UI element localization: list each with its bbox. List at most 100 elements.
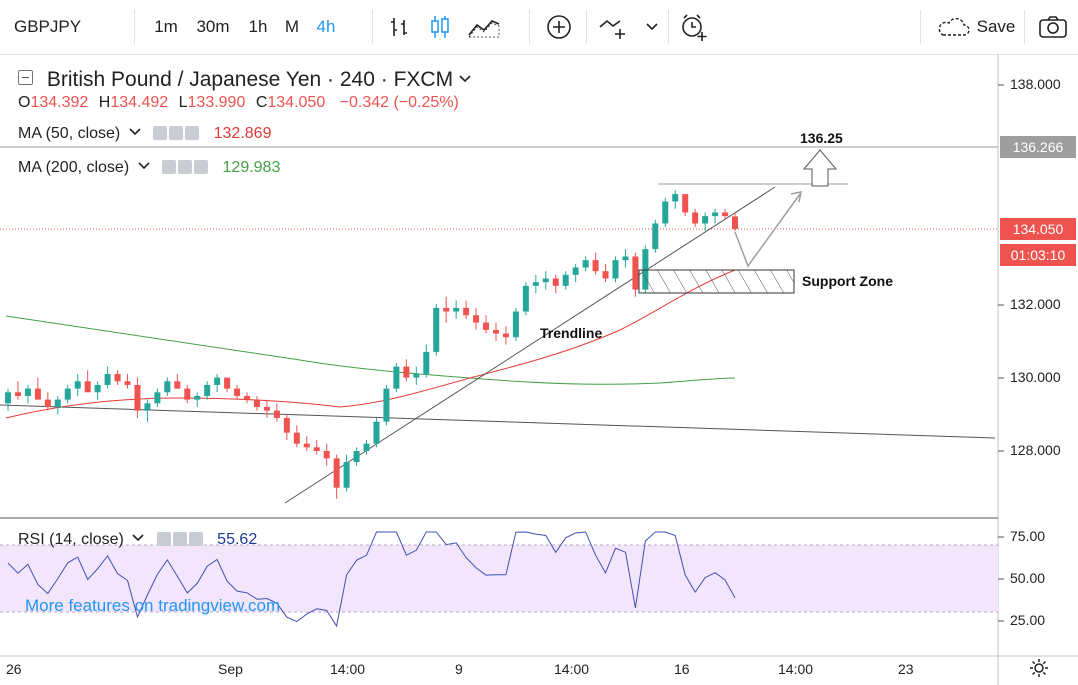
candle-body[interactable]	[592, 260, 599, 272]
symbol-title[interactable]: British Pound / Japanese Yen · 240 · FXC…	[46, 68, 454, 91]
candle-body[interactable]	[194, 395, 201, 400]
chevron-down-icon[interactable]	[138, 162, 150, 170]
candle-body[interactable]	[522, 285, 529, 312]
candle-body[interactable]	[463, 307, 470, 316]
candle-body[interactable]	[443, 307, 450, 312]
target-label[interactable]: 136.25	[800, 130, 843, 146]
compare-icon[interactable]	[596, 0, 632, 54]
candle-body[interactable]	[722, 212, 729, 217]
candle-body[interactable]	[483, 322, 490, 330]
candle-body[interactable]	[333, 458, 340, 488]
candle-body[interactable]	[353, 451, 360, 463]
candle-body[interactable]	[244, 395, 251, 400]
interval-1h-button[interactable]: 1h	[248, 17, 268, 36]
candle-body[interactable]	[104, 373, 111, 385]
close-icon[interactable]	[185, 126, 200, 140]
candle-body[interactable]	[114, 373, 121, 382]
symbol-button[interactable]: GBPJPY	[14, 17, 82, 36]
candle-body[interactable]	[134, 384, 141, 411]
candle-body[interactable]	[54, 399, 61, 407]
candle-body[interactable]	[74, 381, 81, 389]
candle-body[interactable]	[84, 381, 91, 393]
eye-icon[interactable]	[153, 126, 168, 140]
chevron-down-icon[interactable]	[129, 128, 141, 136]
candle-body[interactable]	[224, 377, 231, 389]
candle-body[interactable]	[473, 315, 480, 323]
candle-body[interactable]	[174, 381, 181, 389]
candle-body[interactable]	[373, 421, 380, 444]
candle-body[interactable]	[632, 256, 639, 290]
candle-body[interactable]	[433, 307, 440, 352]
interval-30m-button[interactable]: 30m	[196, 17, 230, 36]
candle-body[interactable]	[383, 388, 390, 422]
close-icon[interactable]	[194, 160, 209, 174]
candle-body[interactable]	[732, 216, 738, 229]
candle-body[interactable]	[542, 278, 549, 283]
area-chart-icon[interactable]	[464, 0, 504, 54]
candle-body[interactable]	[34, 388, 41, 400]
candle-body[interactable]	[313, 447, 320, 451]
ma200-legend[interactable]: MA (200, close) 129.983	[18, 159, 280, 177]
gear-icon[interactable]	[169, 126, 184, 140]
candle-body[interactable]	[532, 282, 539, 286]
candle-body[interactable]	[413, 373, 420, 378]
candle-body[interactable]	[612, 260, 619, 279]
candle-body[interactable]	[692, 212, 699, 224]
candle-body[interactable]	[652, 223, 659, 250]
candle-body[interactable]	[403, 366, 410, 378]
candle-body[interactable]	[273, 410, 280, 418]
candle-body[interactable]	[363, 443, 370, 451]
candle-body[interactable]	[712, 212, 719, 217]
alert-clock-icon[interactable]	[676, 0, 712, 54]
candle-body[interactable]	[502, 333, 509, 338]
candle-body[interactable]	[672, 194, 679, 202]
candle-body[interactable]	[5, 392, 11, 404]
eye-icon[interactable]	[156, 532, 171, 546]
chevron-down-icon[interactable]	[459, 75, 471, 83]
save-button[interactable]: Save	[930, 0, 1020, 54]
eye-icon[interactable]	[162, 160, 177, 174]
candle-body[interactable]	[582, 260, 589, 268]
candle-body[interactable]	[393, 366, 400, 389]
candle-body[interactable]	[572, 267, 579, 275]
candle-body[interactable]	[622, 256, 629, 261]
price-chart[interactable]: 136.25 Trendline Support Zone	[0, 54, 1078, 685]
candle-body[interactable]	[702, 216, 709, 224]
add-indicator-icon[interactable]	[542, 0, 576, 54]
candle-body[interactable]	[492, 329, 499, 334]
candle-body[interactable]	[453, 307, 460, 312]
gear-icon[interactable]	[172, 532, 187, 546]
candle-body[interactable]	[642, 249, 649, 290]
projection-arrow[interactable]	[734, 193, 801, 268]
chevron-down-icon[interactable]	[640, 0, 664, 54]
candle-body[interactable]	[562, 274, 569, 286]
candle-body[interactable]	[423, 351, 430, 374]
interval-month-button[interactable]: M	[284, 17, 300, 36]
candle-body[interactable]	[682, 194, 689, 213]
gear-icon[interactable]	[178, 160, 193, 174]
candle-body[interactable]	[154, 392, 161, 404]
level-price-tag[interactable]: 136.266	[1000, 136, 1076, 158]
candle-body[interactable]	[283, 417, 290, 433]
collapse-icon[interactable]	[18, 70, 33, 85]
candle-body[interactable]	[323, 451, 330, 459]
candle-body[interactable]	[602, 271, 609, 279]
candle-body[interactable]	[164, 381, 171, 393]
settings-gear-icon[interactable]	[1028, 657, 1052, 681]
long-trendline[interactable]	[0, 404, 996, 439]
candle-body[interactable]	[293, 432, 300, 444]
candle-body[interactable]	[124, 381, 131, 385]
candle-body[interactable]	[44, 399, 51, 407]
candle-body[interactable]	[552, 278, 559, 286]
rsi-legend[interactable]: RSI (14, close) 55.62	[18, 531, 257, 549]
candle-body[interactable]	[263, 406, 270, 411]
ma50-legend[interactable]: MA (50, close) 132.869	[18, 125, 271, 143]
support-zone-box[interactable]	[638, 269, 795, 294]
watermark-link[interactable]: More features on tradingview.com	[25, 596, 281, 615]
trendline-label[interactable]: Trendline	[540, 325, 602, 341]
candle-body[interactable]	[94, 384, 101, 393]
candle-body[interactable]	[144, 403, 151, 411]
candle-body[interactable]	[204, 384, 211, 396]
interval-4h-button[interactable]: 4h	[316, 17, 336, 36]
candle-body[interactable]	[24, 388, 31, 396]
